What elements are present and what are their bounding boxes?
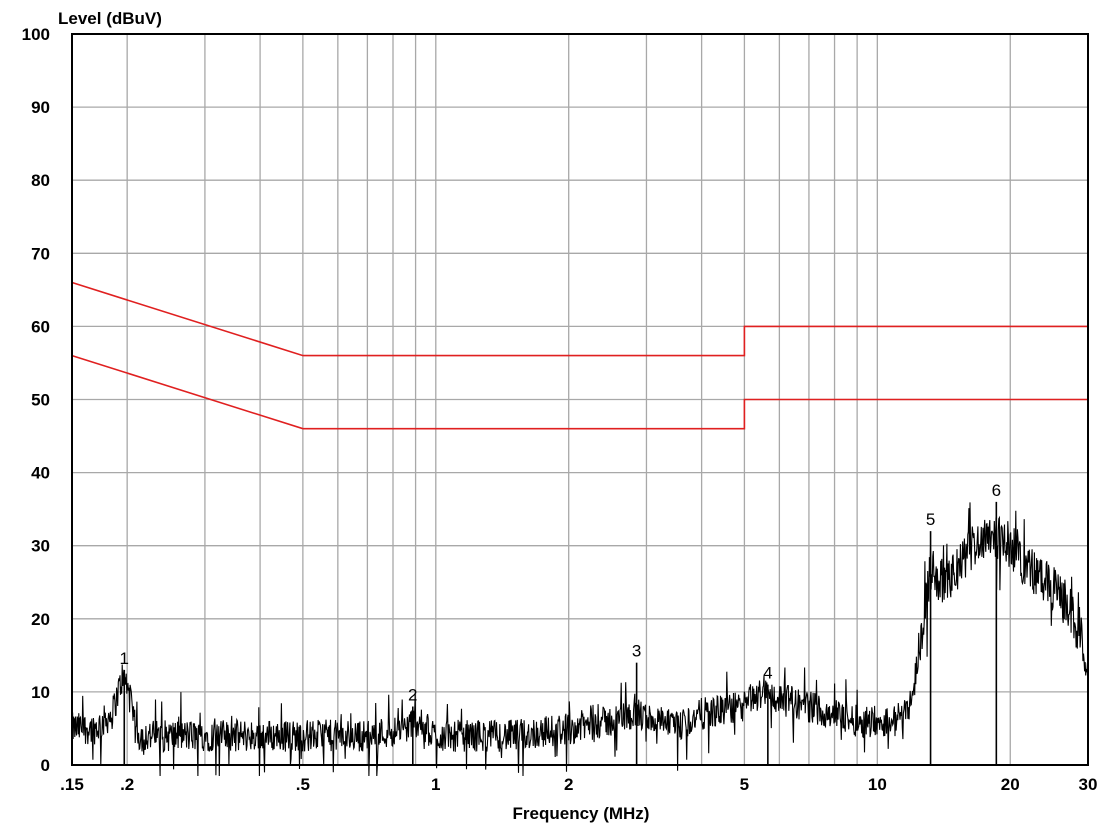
y-tick-label: 100 bbox=[22, 25, 50, 44]
y-axis-label: Level (dBuV) bbox=[58, 9, 162, 28]
plot-border bbox=[71, 33, 1089, 766]
y-tick-label: 20 bbox=[31, 610, 50, 629]
y-tick-label: 60 bbox=[31, 317, 50, 336]
marker-label-4: 4 bbox=[763, 664, 772, 683]
marker-label-5: 5 bbox=[926, 510, 935, 529]
limit-lines bbox=[71, 281, 1088, 430]
x-axis-label: Frequency (MHz) bbox=[513, 804, 650, 823]
limit-line bbox=[71, 354, 1088, 430]
plot-frame bbox=[71, 33, 1089, 766]
x-tick-label: 5 bbox=[740, 775, 749, 794]
y-tick-label: 50 bbox=[31, 391, 50, 410]
y-tick-label: 40 bbox=[31, 464, 50, 483]
x-tick-label: .5 bbox=[296, 775, 310, 794]
marker-label-2: 2 bbox=[408, 686, 417, 705]
x-tick-labels: .15 .2 .5 1 2 5 10 20 30 bbox=[60, 775, 1097, 794]
x-tick-label: 20 bbox=[1001, 775, 1020, 794]
limit-line bbox=[71, 281, 1088, 357]
y-tick-label: 70 bbox=[31, 244, 50, 263]
marker-label-3: 3 bbox=[632, 642, 641, 661]
y-tick-label: 90 bbox=[31, 98, 50, 117]
x-tick-label: 2 bbox=[564, 775, 573, 794]
x-tick-label: .2 bbox=[120, 775, 134, 794]
y-tick-label: 10 bbox=[31, 683, 50, 702]
y-tick-label: 30 bbox=[31, 537, 50, 556]
spectrum-line bbox=[71, 502, 1089, 777]
y-tick-label: 80 bbox=[31, 171, 50, 190]
peak-markers: 1 2 3 4 5 6 bbox=[120, 481, 1001, 765]
spectrum-trace bbox=[71, 502, 1089, 777]
x-tick-label: 30 bbox=[1079, 775, 1098, 794]
marker-label-6: 6 bbox=[992, 481, 1001, 500]
x-tick-label: 1 bbox=[431, 775, 440, 794]
y-tick-label: 0 bbox=[41, 756, 50, 775]
marker-label-1: 1 bbox=[120, 649, 129, 668]
x-tick-label: 10 bbox=[868, 775, 887, 794]
x-tick-label: .15 bbox=[60, 775, 84, 794]
y-tick-labels: 0 10 20 30 40 50 60 70 80 90 100 bbox=[22, 25, 50, 775]
